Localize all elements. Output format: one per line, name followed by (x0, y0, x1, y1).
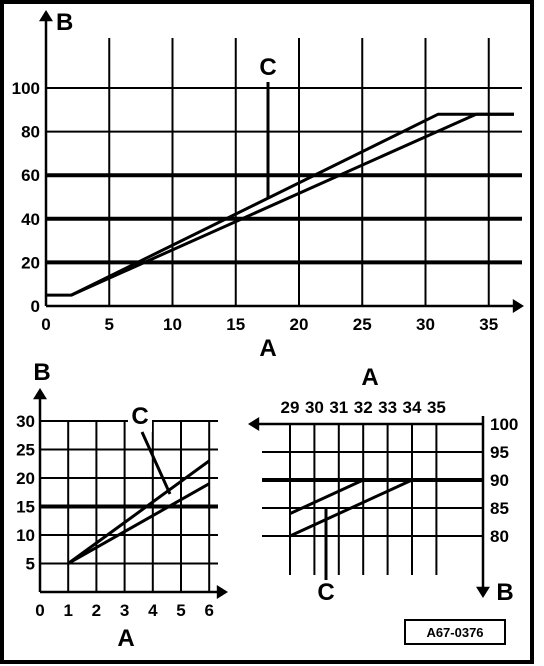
x-tick-label: 0 (41, 315, 50, 334)
y-tick-label: 30 (16, 412, 35, 431)
series-line (70, 112, 514, 297)
annotation-label: C (131, 403, 148, 430)
series-line (67, 482, 210, 565)
x-tick-label: 5 (176, 601, 185, 620)
y-tick-label: 5 (26, 555, 35, 574)
x-axis-arrow (512, 299, 524, 313)
annotation-backdrop (128, 410, 152, 432)
series-line (46, 112, 514, 297)
x-tick-label: 6 (204, 601, 213, 620)
x-axis-arrow (248, 417, 260, 431)
x-tick-label: 32 (354, 398, 373, 417)
chart-top: 0 20 40 60 80 100 0 5 10 15 20 25 30 35 B A C (12, 9, 524, 362)
y-tick-label: 25 (16, 441, 35, 460)
annotation-leader (140, 431, 172, 495)
x-tick-label: 34 (403, 398, 422, 417)
x-tick-label: 25 (353, 315, 372, 334)
y-axis-label: B (496, 579, 513, 606)
y-axis-arrow (476, 586, 490, 598)
chart-bottom-right: 29 30 31 32 33 34 35 100 95 90 85 80 A B C (248, 364, 518, 606)
y-tick-label: 80 (490, 527, 509, 546)
y-tick-label: 60 (21, 166, 40, 185)
x-axis-label: A (361, 364, 378, 391)
series-line (289, 478, 444, 538)
y-tick-label: 100 (490, 415, 518, 434)
x-tick-label: 15 (226, 315, 245, 334)
y-axis-label: B (33, 359, 50, 386)
reference-code: A67-0376 (426, 625, 483, 640)
x-tick-label: 0 (35, 601, 44, 620)
outer-frame (0, 0, 534, 664)
x-axis-label: A (259, 335, 276, 362)
x-tick-label: 30 (416, 315, 435, 334)
x-tick-label: 29 (281, 398, 300, 417)
y-tick-label: 20 (16, 469, 35, 488)
x-tick-label: 3 (120, 601, 129, 620)
reference-box (404, 619, 506, 645)
y-tick-label: 90 (490, 471, 509, 490)
x-tick-label: 20 (290, 315, 309, 334)
x-axis-arrow (216, 585, 228, 599)
y-tick-label: 15 (16, 498, 35, 517)
x-tick-label: 30 (305, 398, 324, 417)
y-axis-label: B (56, 9, 73, 36)
x-tick-label: 10 (163, 315, 182, 334)
y-axis-arrow (39, 10, 53, 22)
y-tick-label: 80 (21, 123, 40, 142)
y-tick-label: 100 (12, 79, 40, 98)
series-line (67, 459, 211, 565)
y-tick-label: 40 (21, 210, 40, 229)
y-tick-label: 85 (490, 499, 509, 518)
x-tick-label: 31 (329, 398, 348, 417)
x-tick-label: 2 (92, 601, 101, 620)
x-tick-label: 4 (148, 601, 158, 620)
y-axis-arrow (33, 388, 47, 400)
x-axis-label: A (117, 625, 134, 652)
y-tick-label: 10 (16, 526, 35, 545)
x-tick-label: 1 (63, 601, 72, 620)
y-tick-label: 20 (21, 253, 40, 272)
x-tick-label: 35 (479, 315, 498, 334)
x-tick-label: 33 (378, 398, 397, 417)
x-tick-label: 35 (427, 398, 446, 417)
y-tick-label: 95 (490, 443, 509, 462)
annotation-label: C (317, 579, 334, 606)
y-tick-label: 0 (31, 297, 40, 316)
x-tick-label: 5 (105, 315, 114, 334)
annotation-label: C (259, 54, 276, 81)
